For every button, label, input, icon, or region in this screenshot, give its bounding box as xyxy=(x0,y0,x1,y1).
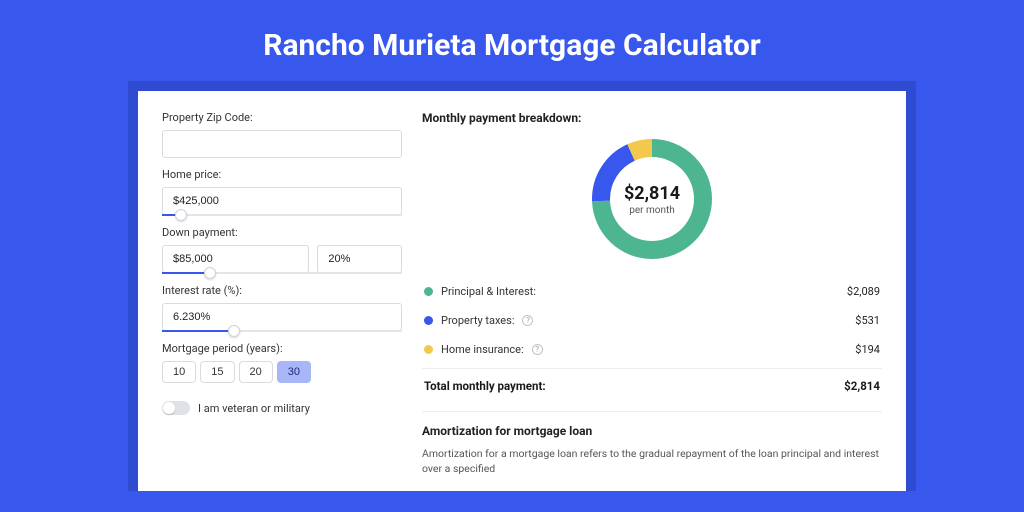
down-slider[interactable] xyxy=(162,272,402,274)
rate-input[interactable] xyxy=(162,303,402,331)
help-icon[interactable]: ? xyxy=(522,315,533,326)
period-options: 10152030 xyxy=(162,361,402,383)
breakdown-column: Monthly payment breakdown: $2,814 per mo… xyxy=(422,111,882,491)
legend-amount: $531 xyxy=(855,314,880,327)
rate-slider-thumb[interactable] xyxy=(228,325,240,337)
legend-amount: $194 xyxy=(855,343,880,356)
legend-dot xyxy=(424,345,433,354)
down-slider-thumb[interactable] xyxy=(204,267,216,279)
legend-row: Property taxes:? $531 xyxy=(422,306,882,335)
period-option-30[interactable]: 30 xyxy=(277,361,311,383)
page-title: Rancho Murieta Mortgage Calculator xyxy=(0,0,1024,81)
breakdown-heading: Monthly payment breakdown: xyxy=(422,111,882,125)
period-option-20[interactable]: 20 xyxy=(239,361,273,383)
legend-amount: $2,089 xyxy=(847,285,880,298)
price-slider-thumb[interactable] xyxy=(175,209,187,221)
calculator-card: Property Zip Code: Home price: Down paym… xyxy=(138,91,906,491)
down-label: Down payment: xyxy=(162,226,402,239)
zip-input[interactable] xyxy=(162,130,402,158)
legend-label: Home insurance: xyxy=(441,343,524,356)
donut-wrap: $2,814 per month xyxy=(422,131,882,277)
form-column: Property Zip Code: Home price: Down paym… xyxy=(162,111,402,491)
donut-sub: per month xyxy=(629,205,675,216)
legend-row: Home insurance:? $194 xyxy=(422,335,882,364)
veteran-toggle[interactable] xyxy=(162,401,190,415)
card-shadow: Property Zip Code: Home price: Down paym… xyxy=(128,81,916,491)
rate-label: Interest rate (%): xyxy=(162,284,402,297)
period-option-15[interactable]: 15 xyxy=(200,361,234,383)
donut-value: $2,814 xyxy=(624,183,680,204)
amortization-heading: Amortization for mortgage loan xyxy=(422,424,882,438)
donut-center: $2,814 per month xyxy=(592,139,712,259)
total-row: Total monthly payment: $2,814 xyxy=(422,368,882,407)
price-label: Home price: xyxy=(162,168,402,181)
legend-label: Principal & Interest: xyxy=(441,285,536,298)
legend-label: Property taxes: xyxy=(441,314,514,327)
help-icon[interactable]: ? xyxy=(532,344,543,355)
total-amount: $2,814 xyxy=(844,379,880,393)
down-pct-input[interactable] xyxy=(317,245,402,273)
price-input[interactable] xyxy=(162,187,402,215)
period-label: Mortgage period (years): xyxy=(162,342,402,355)
amortization-text: Amortization for a mortgage loan refers … xyxy=(422,446,882,476)
legend-dot xyxy=(424,316,433,325)
period-option-10[interactable]: 10 xyxy=(162,361,196,383)
donut-chart: $2,814 per month xyxy=(592,139,712,259)
total-label: Total monthly payment: xyxy=(424,379,546,393)
toggle-knob xyxy=(163,402,175,414)
amortization-section: Amortization for mortgage loan Amortizat… xyxy=(422,411,882,476)
rate-slider[interactable] xyxy=(162,330,402,332)
legend-row: Principal & Interest: $2,089 xyxy=(422,277,882,306)
zip-label: Property Zip Code: xyxy=(162,111,402,124)
veteran-label: I am veteran or military xyxy=(198,402,310,415)
price-slider[interactable] xyxy=(162,214,402,216)
legend-dot xyxy=(424,287,433,296)
down-amount-input[interactable] xyxy=(162,245,309,273)
